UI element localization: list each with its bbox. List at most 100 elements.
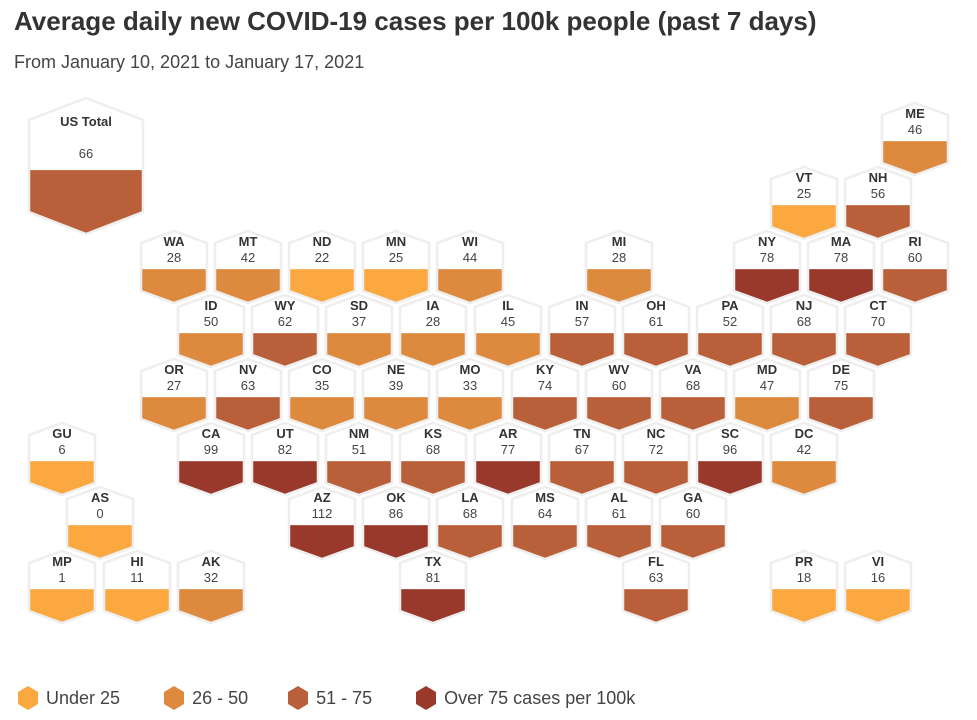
hex-tile-border: [213, 357, 283, 433]
hex-tile-border: [584, 229, 654, 305]
legend-label: 26 - 50: [192, 687, 249, 708]
hex-tile-value: 28: [426, 314, 440, 329]
legend-label: Over 75 cases per 100k: [444, 687, 636, 708]
hex-tile-value: 86: [389, 506, 403, 521]
hex-tile-border: [732, 357, 802, 433]
legend-swatch-hex-icon: [416, 686, 437, 710]
hex-tile-label: KY: [536, 362, 554, 377]
hex-tile-border: [843, 549, 913, 625]
hex-tile-label: AS: [91, 490, 109, 505]
hex-tile-value: 82: [278, 442, 292, 457]
hex-tile-border: [176, 421, 246, 497]
hex-tile-border: [435, 229, 505, 305]
hex-tile-border: [806, 357, 876, 433]
hex-tile-value: 63: [241, 378, 255, 393]
hex-tile-border: [213, 229, 283, 305]
hex-tile-value: 75: [834, 378, 848, 393]
hex-tile-label: WI: [462, 234, 478, 249]
hex-tile-value-fill: [512, 525, 578, 559]
hex-tile-label: IN: [576, 298, 589, 313]
hex-tile-value: 56: [871, 186, 885, 201]
hex-tile-value: 60: [908, 250, 922, 265]
hex-tile-label: VA: [684, 362, 702, 377]
hex-tile-value: 18: [797, 570, 811, 585]
hex-tile-value-fill: [771, 461, 837, 495]
hex-tile-border: [324, 421, 394, 497]
hex-tile-label: CO: [312, 362, 332, 377]
hex-tile-label: IL: [502, 298, 514, 313]
hex-tile-label: LA: [461, 490, 479, 505]
hex-tile-value-fill: [178, 461, 244, 495]
hex-tile-label: MN: [386, 234, 406, 249]
hex-tile-border: [547, 421, 617, 497]
hex-tile-label: MD: [757, 362, 777, 377]
hex-tile-label: SD: [350, 298, 368, 313]
hex-tile-border: [473, 421, 543, 497]
hex-tile-label: NM: [349, 426, 369, 441]
hex-tile-value-fill: [771, 589, 837, 623]
hex-tile-value: 74: [538, 378, 552, 393]
hex-tile-label: OH: [646, 298, 666, 313]
hex-tile-border: [769, 165, 839, 241]
hex-tile-border: [732, 229, 802, 305]
hex-tile-border: [287, 229, 357, 305]
hex-tile-border: [65, 485, 135, 561]
hex-tile-label: AZ: [313, 490, 330, 505]
hex-tile-border: [695, 421, 765, 497]
hex-tile-label: MO: [460, 362, 481, 377]
hex-tile-value: 52: [723, 314, 737, 329]
hex-tile-value: 33: [463, 378, 477, 393]
hex-tile-border: [880, 229, 950, 305]
hex-tile-value: 96: [723, 442, 737, 457]
hex-tile-border: [584, 485, 654, 561]
hex-tile-border: [510, 357, 580, 433]
hex-tile-label: ID: [205, 298, 218, 313]
hex-tile-label: SC: [721, 426, 740, 441]
hex-tile-value: 45: [501, 314, 515, 329]
hex-tile-label: NC: [647, 426, 666, 441]
hex-tile-label: AL: [610, 490, 627, 505]
hex-tile-value-fill: [623, 589, 689, 623]
hex-tile-value: 39: [389, 378, 403, 393]
hex-tile-value: 60: [612, 378, 626, 393]
hex-tile-label: GA: [683, 490, 703, 505]
legend: Under 25 26 - 50 51 - 75 Over 75 cases p…: [18, 684, 635, 712]
hex-tile-label: WV: [609, 362, 630, 377]
hex-tile-value: 35: [315, 378, 329, 393]
hex-tile-border: [139, 229, 209, 305]
hex-tile-border: [510, 485, 580, 561]
hex-tile-label: NJ: [796, 298, 813, 313]
hex-tile-label: WY: [275, 298, 296, 313]
hex-tile-label: DE: [832, 362, 850, 377]
hex-tile-border: [250, 421, 320, 497]
hex-tile-value: 81: [426, 570, 440, 585]
legend-item-51-75: 51 - 75: [288, 686, 372, 710]
hex-tile-border: [361, 229, 431, 305]
hex-tile-label: PR: [795, 554, 814, 569]
hex-tile-value-fill: [104, 589, 170, 623]
hex-tile-label: PA: [721, 298, 739, 313]
hex-tile-border: [769, 421, 839, 497]
hex-tile-value: 63: [649, 570, 663, 585]
legend-swatch-hex-icon: [288, 686, 309, 710]
legend-swatch-hex-icon: [18, 686, 38, 710]
hex-tile-value: 28: [612, 250, 626, 265]
hex-tile-value: 42: [241, 250, 255, 265]
hex-tile-value-fill: [29, 589, 95, 623]
hex-tile-value-fill: [29, 170, 143, 234]
hex-tile-border: [584, 357, 654, 433]
legend-item-under-25: Under 25: [18, 686, 120, 710]
